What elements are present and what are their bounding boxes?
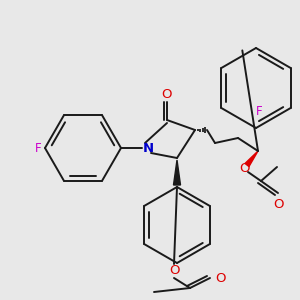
Text: O: O: [162, 88, 172, 101]
Text: O: O: [239, 161, 249, 175]
Polygon shape: [173, 160, 181, 185]
Text: F: F: [35, 142, 42, 154]
Text: F: F: [256, 105, 262, 118]
Text: O: O: [169, 265, 179, 278]
Text: N: N: [142, 142, 154, 154]
Text: O: O: [215, 272, 226, 284]
Text: O: O: [273, 198, 283, 211]
Polygon shape: [245, 151, 258, 167]
